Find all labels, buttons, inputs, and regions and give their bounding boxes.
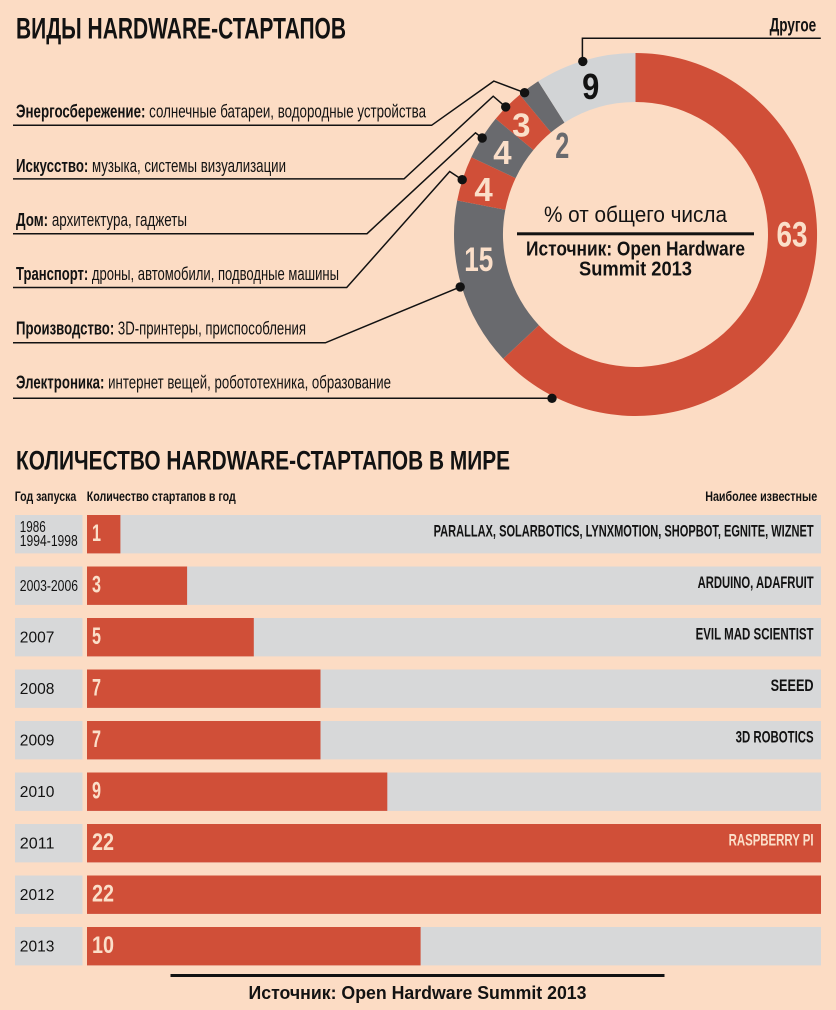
- svg-text:Summit 2013: Summit 2013: [579, 259, 692, 281]
- svg-text:2010: 2010: [20, 784, 55, 801]
- svg-text:4: 4: [493, 134, 512, 171]
- svg-text:1986: 1986: [20, 519, 46, 536]
- svg-text:2008: 2008: [20, 681, 55, 698]
- svg-text:1: 1: [92, 520, 101, 547]
- svg-text:9: 9: [582, 66, 599, 107]
- svg-text:3D ROBOTICS: 3D ROBOTICS: [736, 728, 814, 746]
- svg-text:2003-2006: 2003-2006: [20, 578, 78, 595]
- svg-text:2013: 2013: [20, 938, 55, 955]
- svg-text:Дом: архитектура, гаджеты: Дом: архитектура, гаджеты: [16, 210, 187, 230]
- svg-text:Источник: Open Hardware: Источник: Open Hardware: [526, 239, 745, 261]
- svg-text:ВИДЫ HARDWARE-СТАРТАПОВ: ВИДЫ HARDWARE-СТАРТАПОВ: [16, 13, 346, 46]
- svg-text:2012: 2012: [20, 887, 55, 904]
- svg-text:Производство: 3D-принтеры, при: Производство: 3D-принтеры, приспособлени…: [16, 318, 306, 338]
- svg-text:2011: 2011: [20, 835, 55, 852]
- svg-text:15: 15: [464, 241, 493, 279]
- svg-text:КОЛИЧЕСТВО HARDWARE-СТАРТАПОВ: КОЛИЧЕСТВО HARDWARE-СТАРТАПОВ В МИРЕ: [16, 446, 510, 476]
- svg-text:10: 10: [92, 932, 114, 959]
- svg-text:22: 22: [92, 829, 114, 856]
- svg-text:7: 7: [92, 675, 101, 702]
- svg-text:RASPBERRY PI: RASPBERRY PI: [729, 831, 814, 849]
- svg-text:7: 7: [92, 726, 101, 753]
- svg-text:Энергосбережение: солнечные ба: Энергосбережение: солнечные батареи, вод…: [16, 102, 427, 122]
- svg-text:EVIL MAD SCIENTIST: EVIL MAD SCIENTIST: [696, 625, 814, 643]
- svg-text:Другое: Другое: [770, 16, 817, 37]
- svg-text:Электроника: интернет вещей, р: Электроника: интернет вещей, робототехни…: [16, 373, 391, 393]
- svg-text:PARALLAX, SOLARBOTICS, LYNXMOT: PARALLAX, SOLARBOTICS, LYNXMOTION, SHOPB…: [434, 522, 814, 540]
- svg-text:ARDUINO, ADAFRUIT: ARDUINO, ADAFRUIT: [698, 574, 814, 592]
- svg-text:5: 5: [92, 623, 101, 650]
- svg-text:63: 63: [777, 216, 808, 255]
- svg-text:% от общего числа: % от общего числа: [544, 202, 728, 227]
- svg-text:3: 3: [512, 107, 530, 144]
- svg-text:2009: 2009: [20, 732, 55, 749]
- svg-text:SEEED: SEEED: [771, 677, 814, 695]
- svg-text:2: 2: [555, 125, 569, 166]
- svg-text:9: 9: [92, 778, 101, 805]
- svg-text:Искусство: музыка, системы виз: Искусство: музыка, системы визуализации: [16, 156, 286, 176]
- svg-text:Источник: Open Hardware Summit: Источник: Open Hardware Summit 2013: [249, 983, 587, 1003]
- svg-text:2007: 2007: [20, 629, 55, 646]
- svg-text:1994-1998: 1994-1998: [20, 533, 78, 550]
- svg-text:4: 4: [474, 171, 493, 208]
- svg-text:22: 22: [92, 881, 114, 908]
- svg-text:3: 3: [92, 572, 101, 599]
- svg-text:Год запуска: Год запуска: [15, 488, 77, 504]
- svg-text:Количество стартапов в год: Количество стартапов в год: [87, 488, 236, 504]
- svg-text:Наиболее известные: Наиболее известные: [705, 488, 817, 504]
- svg-text:Транспорт: дроны, автомобили,: Транспорт: дроны, автомобили, подводные …: [16, 264, 339, 284]
